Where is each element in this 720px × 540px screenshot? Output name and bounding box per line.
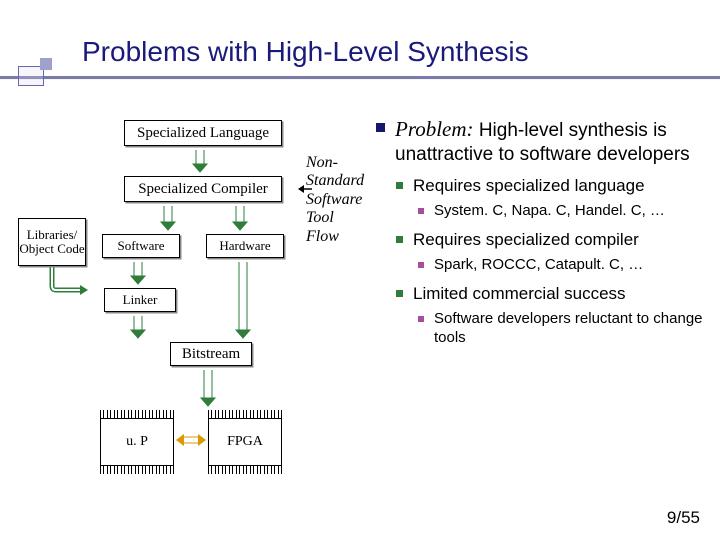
page-number: 9/55 — [667, 508, 700, 528]
chip-label: u. P — [126, 434, 148, 450]
bullet-square-icon — [396, 236, 403, 243]
bullet-square-icon — [376, 123, 385, 132]
bullet-square-icon — [396, 182, 403, 189]
box-bitstream: Bitstream — [170, 342, 252, 366]
subsub-bullet: System. C, Napa. C, Handel. C, … — [418, 202, 716, 221]
annotation-line: Software — [306, 191, 364, 209]
title-deco-square — [40, 58, 52, 70]
box-linker: Linker — [104, 288, 176, 312]
bullet-square-icon — [418, 316, 424, 322]
arrow-down — [131, 316, 145, 338]
sub-bullet: Requires specialized compiler — [396, 229, 716, 250]
bullet-content: Problem: High-level synthesis is unattra… — [376, 116, 716, 349]
arrow-down — [236, 262, 250, 338]
chip-label: FPGA — [227, 434, 263, 450]
annotation-line: Non- — [306, 154, 364, 172]
annotation-line: Standard — [306, 172, 364, 190]
annotation-nonstandard: Non- Standard Software Tool Flow — [306, 154, 364, 246]
box-hardware: Hardware — [206, 234, 284, 258]
bullet-square-icon — [418, 208, 424, 214]
slide-title: Problems with High-Level Synthesis — [82, 36, 529, 68]
problem-prefix: Problem: — [395, 117, 474, 141]
chip-fpga: FPGA — [208, 418, 282, 466]
bullet-square-icon — [418, 262, 424, 268]
arrow-down — [131, 262, 145, 284]
sub-bullet-text: Limited commercial success — [413, 283, 626, 304]
sub-bullet-text: Requires specialized compiler — [413, 229, 639, 250]
arrow-down — [193, 150, 207, 172]
box-lang: Specialized Language — [124, 120, 282, 146]
arrow-down — [201, 370, 215, 406]
bullet-square-icon — [396, 290, 403, 297]
subsub-bullet-text: System. C, Napa. C, Handel. C, … — [434, 202, 665, 221]
subsub-bullet: Spark, ROCCC, Catapult. C, … — [418, 256, 716, 275]
main-bullet-text: Problem: High-level synthesis is unattra… — [395, 116, 716, 167]
sub-bullet: Requires specialized language — [396, 175, 716, 196]
box-software: Software — [102, 234, 180, 258]
sub-bullet: Limited commercial success — [396, 283, 716, 304]
sub-bullet-text: Requires specialized language — [413, 175, 645, 196]
sub-bullets: Requires specialized language System. C, … — [376, 175, 716, 348]
main-bullet: Problem: High-level synthesis is unattra… — [376, 116, 716, 167]
arrow-down — [161, 206, 175, 230]
flow-diagram: Specialized Language Specialized Compiler… — [18, 120, 348, 510]
box-compiler: Specialized Compiler — [124, 176, 282, 202]
subsub-bullet-text: Spark, ROCCC, Catapult. C, … — [434, 256, 643, 275]
subsub-bullet: Software developers reluctant to change … — [418, 310, 716, 348]
title-bar: Problems with High-Level Synthesis — [0, 28, 720, 76]
title-underline — [0, 76, 720, 79]
arrow-2way — [176, 434, 206, 446]
box-libs: Libraries/ Object Code — [18, 218, 86, 266]
chip-up: u. P — [100, 418, 174, 466]
arrow-down — [233, 206, 247, 230]
subsub-bullet-text: Software developers reluctant to change … — [434, 310, 716, 348]
arrow-libs-linker — [52, 266, 88, 295]
annotation-line: Tool Flow — [306, 209, 364, 246]
